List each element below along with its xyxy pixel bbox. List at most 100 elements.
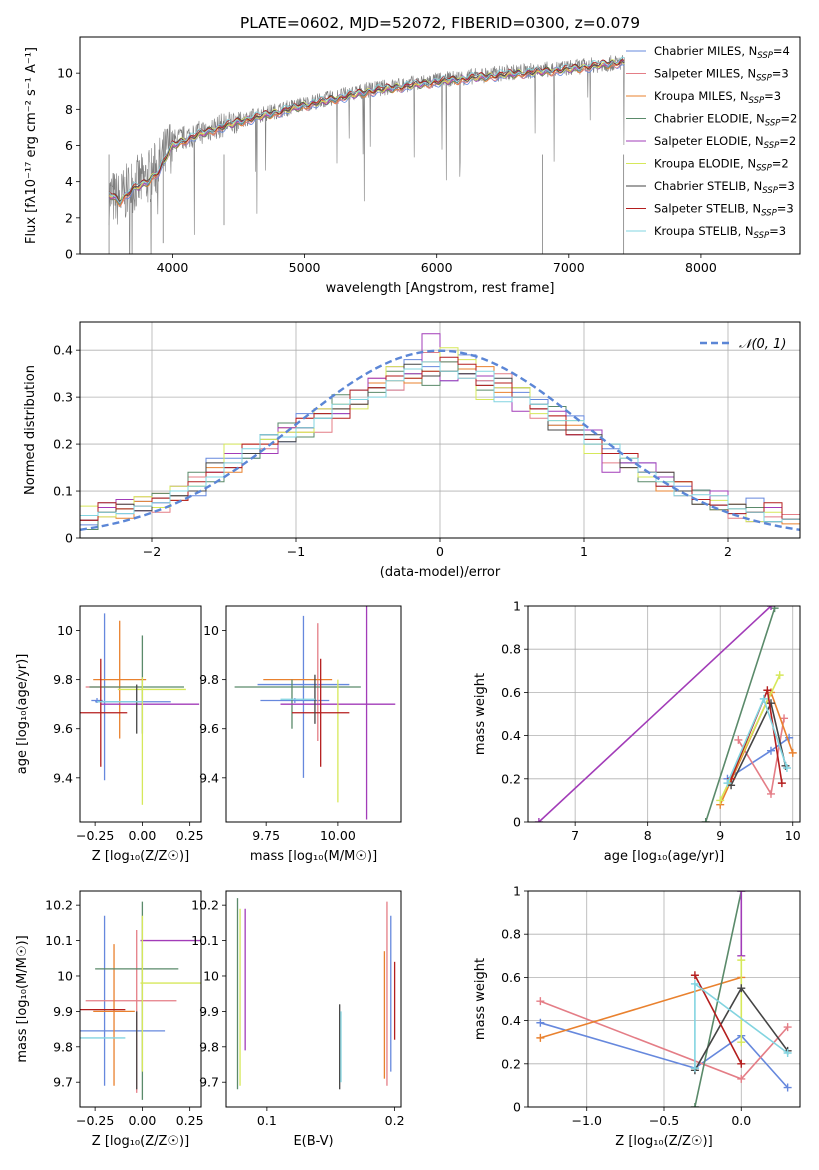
legend-name: Kroupa MILES, N xyxy=(654,89,749,103)
x-axis-label: mass [log₁₀(M/M☉)] xyxy=(250,849,377,864)
legend-label: Chabrier STELIB, NSSP=3 xyxy=(654,179,795,196)
y-tick-label: 0 xyxy=(513,815,521,830)
y-tick-label: 0.6 xyxy=(501,970,521,985)
y-axis-label: Normed distribution xyxy=(23,365,38,495)
age-vs-mass-panel: 9.75 10.00 9.4 9.6 9.8 10 mass [log₁₀(M/M☉)] xyxy=(199,605,402,864)
plot-area xyxy=(534,606,797,822)
y-tick-label: 9.8 xyxy=(199,672,219,687)
mass-weight-marker xyxy=(734,735,743,744)
y-axis-label: age [log₁₀(age/yr)] xyxy=(15,654,30,775)
x-axis-label: (data-model)/error xyxy=(380,565,501,580)
y-tick-label: 9.6 xyxy=(53,721,73,736)
legend-name: Salpeter ELODIE, N xyxy=(654,134,764,148)
legend-subscript: SSP xyxy=(761,209,777,219)
legend-name: Chabrier MILES, N xyxy=(654,44,757,58)
x-tick-label: 9.75 xyxy=(252,828,280,843)
x-axis-label: Z [log₁₀(Z/Z☉)] xyxy=(615,1134,712,1149)
legend-label: Kroupa ELODIE, NSSP=2 xyxy=(654,157,789,174)
x-tick-label: −1.0 xyxy=(572,1113,602,1128)
legend-suffix: =2 xyxy=(780,112,797,126)
mass-weight-line xyxy=(719,674,781,801)
mass-weight-marker xyxy=(759,694,768,703)
plot-area xyxy=(80,901,201,1100)
y-axis-label: mass [log₁₀(M/M☉)] xyxy=(15,935,30,1062)
y-tick-label: 10 xyxy=(203,623,219,638)
x-tick-label: 2 xyxy=(724,544,732,559)
plot-area xyxy=(536,891,792,1107)
axes-frame xyxy=(225,890,402,1108)
mass-weight-marker xyxy=(770,606,779,613)
mass-weight-marker xyxy=(690,971,699,980)
x-tick-label: −1 xyxy=(287,544,305,559)
x-tick-label: 10 xyxy=(785,828,801,843)
legend-suffix: =4 xyxy=(773,44,790,58)
mass-weight-marker xyxy=(788,748,797,757)
mass-weight-marker xyxy=(536,1018,545,1027)
y-tick-label: 0.4 xyxy=(53,343,73,358)
y-tick-label: 9.4 xyxy=(53,770,73,785)
plot-area xyxy=(234,606,396,820)
y-tick-label: 0 xyxy=(65,531,73,546)
y-tick-label: 0.2 xyxy=(53,437,73,452)
mass-weight-marker xyxy=(780,714,789,723)
mass-weight-marker xyxy=(716,796,725,805)
y-tick-label: 0.3 xyxy=(53,390,73,405)
y-tick-label: 0.6 xyxy=(501,685,521,700)
x-tick-label: 0.00 xyxy=(128,1113,156,1128)
y-tick-label: 4 xyxy=(65,174,73,189)
x-tick-label: 0.25 xyxy=(176,828,204,843)
y-tick-label: 9.8 xyxy=(53,672,73,687)
mass-weight-marker xyxy=(775,671,784,680)
x-tick-label: 0.25 xyxy=(176,1113,204,1128)
axes-frame xyxy=(79,36,801,255)
mass-weight-marker xyxy=(783,1083,792,1092)
legend-suffix: =2 xyxy=(772,157,789,171)
y-tick-label: 9.8 xyxy=(53,1039,73,1054)
mass-weight-marker xyxy=(766,746,775,755)
x-tick-label: 0.00 xyxy=(128,828,156,843)
mass-weight-marker xyxy=(783,1023,792,1032)
legend-suffix: =3 xyxy=(769,224,786,238)
mass-weight-vs-metallicity-panel: −1.0 −0.5 0.0 0 0.2 0.4 0.6 0.8 1 Z [log₁₀(Z/Z☉)]… xyxy=(473,884,801,1149)
legend-subscript: SSP xyxy=(757,51,773,61)
axes-frame xyxy=(225,605,402,823)
legend-subscript: SSP xyxy=(762,186,778,196)
y-axis-label: mass weight xyxy=(473,958,488,1040)
y-tick-label: 1 xyxy=(513,599,521,614)
x-axis-label: age [log₁₀(age/yr)] xyxy=(604,849,725,864)
plot-area xyxy=(80,333,800,538)
y-tick-label: 8 xyxy=(65,102,73,117)
y-tick-label: 0.8 xyxy=(501,642,521,657)
y-tick-label: 0.2 xyxy=(501,1056,521,1071)
plot-area xyxy=(108,55,625,254)
y-tick-label: 9.9 xyxy=(53,1004,73,1019)
x-tick-label: 0 xyxy=(436,544,444,559)
model-spectrum-line xyxy=(108,56,625,204)
x-axis-label: wavelength [Angstrom, rest frame] xyxy=(326,281,555,296)
legend-label: Kroupa MILES, NSSP=3 xyxy=(654,89,781,106)
legend-name: Chabrier STELIB, N xyxy=(654,179,762,193)
legend-suffix: =3 xyxy=(764,89,781,103)
legend-label: Salpeter MILES, NSSP=3 xyxy=(654,67,789,84)
plot-area xyxy=(236,898,396,1090)
y-tick-label: 0.8 xyxy=(501,927,521,942)
y-tick-label: 9.7 xyxy=(199,1075,219,1090)
y-axis-label: Flux [fλ10⁻¹⁷ erg cm⁻² s⁻¹ A⁻¹] xyxy=(24,47,39,244)
y-tick-label: 10 xyxy=(203,968,219,983)
axes-frame xyxy=(527,890,801,1108)
y-tick-label: 9.4 xyxy=(199,770,219,785)
mass-weight-marker xyxy=(536,1033,545,1042)
y-tick-label: 2 xyxy=(65,210,73,225)
mass-weight-marker xyxy=(690,1103,699,1107)
x-tick-label: −0.25 xyxy=(76,1113,114,1128)
axes-frame xyxy=(79,605,202,823)
x-tick-label: 0.2 xyxy=(385,1113,405,1128)
mass-weight-marker xyxy=(766,699,775,708)
residual-histogram xyxy=(80,361,800,538)
y-tick-label: 0 xyxy=(65,247,73,262)
mass-weight-line xyxy=(540,1022,789,1089)
mass-weight-marker xyxy=(763,686,772,695)
legend-name: Salpeter STELIB, N xyxy=(654,202,761,216)
